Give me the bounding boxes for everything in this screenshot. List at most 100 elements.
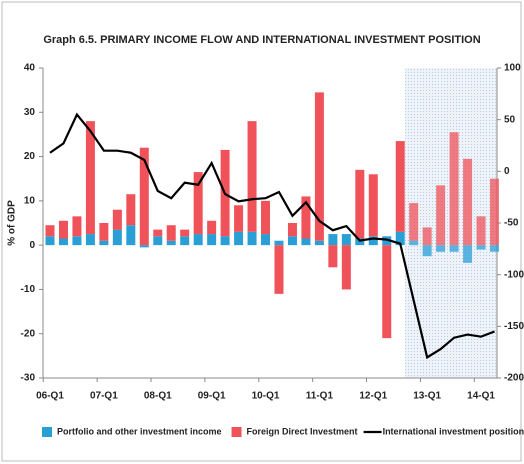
bar [112, 209, 122, 230]
y2-tick-label: -100 [504, 269, 524, 280]
bar [355, 238, 365, 246]
bar [436, 185, 446, 246]
bar [314, 240, 324, 246]
bar [207, 220, 217, 235]
bar [72, 236, 82, 246]
bar [382, 245, 392, 339]
bar [274, 245, 284, 294]
bar [234, 205, 244, 232]
bar [58, 220, 68, 239]
bar [476, 216, 486, 246]
bar [153, 229, 163, 237]
x-tick-label: 13-Q1 [413, 391, 441, 402]
y2-tick-label: 0 [504, 166, 510, 177]
bar [139, 147, 149, 246]
bar [126, 194, 136, 226]
bar [422, 245, 432, 257]
bar [328, 245, 338, 268]
bar [85, 234, 95, 246]
bar [99, 240, 109, 246]
bar [274, 240, 284, 246]
bar [112, 229, 122, 246]
bar [395, 231, 405, 246]
bar [490, 245, 500, 252]
bar [314, 92, 324, 241]
bar [287, 236, 297, 246]
bar [180, 229, 190, 237]
y2-tick-label: -150 [504, 321, 524, 332]
y-tick-label: 10 [24, 195, 36, 206]
bar [368, 174, 378, 237]
bar [139, 245, 149, 248]
bar [409, 240, 419, 246]
y-tick-label: -10 [21, 284, 36, 295]
bar [490, 178, 500, 246]
bar [261, 200, 271, 235]
y-tick-label: -20 [21, 328, 36, 339]
y-axis-label: % of GDP [7, 200, 18, 246]
x-tick-label: 12-Q1 [359, 391, 387, 402]
bar [58, 238, 68, 246]
y2-tick-label: -200 [504, 373, 524, 384]
bar [153, 236, 163, 246]
x-tick-label: 06-Q1 [36, 391, 64, 402]
bar [247, 231, 257, 246]
bar [395, 141, 405, 232]
bar [180, 236, 190, 246]
legend-swatch [231, 427, 242, 437]
x-tick-label: 07-Q1 [90, 391, 118, 402]
x-tick-label: 10-Q1 [252, 391, 280, 402]
bar [126, 225, 136, 246]
bar [368, 236, 378, 246]
bar [247, 121, 257, 232]
bar [355, 169, 365, 239]
bar [234, 231, 244, 246]
y-tick-label: 0 [29, 240, 35, 251]
bar [301, 196, 311, 239]
y2-tick-label: 50 [504, 114, 516, 125]
chart-title: Graph 6.5. PRIMARY INCOME FLOW AND INTER… [43, 34, 480, 46]
bar [341, 245, 351, 290]
y-tick-label: -30 [21, 373, 36, 384]
legend-swatch [42, 427, 52, 437]
bar [341, 234, 351, 246]
y2-tick-label: 100 [504, 63, 521, 74]
bar [193, 234, 203, 246]
bar [166, 225, 176, 241]
bar [99, 223, 109, 241]
bar [261, 234, 271, 246]
bar [287, 223, 297, 237]
x-tick-label: 08-Q1 [144, 391, 172, 402]
bar [476, 245, 486, 250]
y-tick-label: 30 [24, 107, 36, 118]
bar [449, 245, 459, 252]
line [49, 112, 495, 360]
bar [220, 236, 230, 246]
bar [436, 245, 446, 252]
bar [382, 236, 392, 246]
bar [85, 121, 95, 235]
legend-label: Foreign Direct Investment [247, 426, 358, 436]
y-tick-label: 20 [24, 151, 36, 162]
bar [449, 132, 459, 246]
bar [45, 236, 55, 246]
legend-label: Portfolio and other investment income [57, 426, 222, 436]
bar [166, 240, 176, 246]
bar [72, 216, 82, 237]
bar [301, 238, 311, 246]
x-tick-label: 09-Q1 [198, 391, 226, 402]
bar [193, 172, 203, 235]
bar [409, 203, 419, 241]
legend-label: International investment position (rhs) [383, 426, 524, 436]
y-tick-label: 40 [24, 63, 36, 74]
x-tick-label: 14-Q1 [467, 391, 495, 402]
bar [463, 158, 473, 246]
bar [207, 234, 217, 246]
bar [328, 234, 338, 246]
y2-tick-label: -50 [504, 218, 519, 229]
bar [463, 245, 473, 263]
bar [422, 227, 432, 246]
bar [45, 225, 55, 237]
x-tick-label: 11-Q1 [306, 391, 334, 402]
